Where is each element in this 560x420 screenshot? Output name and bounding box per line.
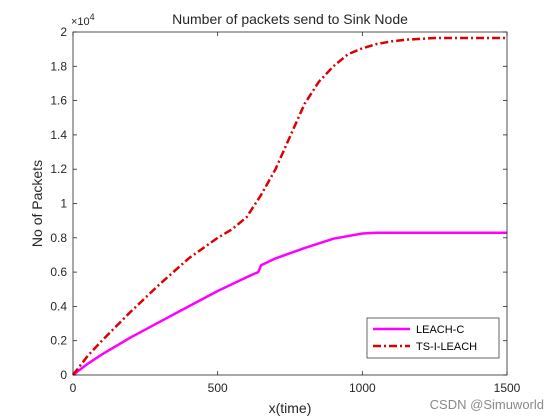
watermark: CSDN @Simuworld [429,397,544,412]
legend: LEACH-C TS-I-LEACH [366,317,500,359]
y-tick-label: 1.8 [50,59,67,73]
y-tick-label: 1 [60,197,67,211]
x-tick-label: 500 [208,381,228,395]
legend-box [366,317,500,359]
y-tick-label: 1.2 [50,162,67,176]
y-exponent: ×104 [71,12,95,28]
y-tick-label: 0.4 [50,299,67,313]
series-layer [72,36,507,376]
y-tick-label: 1.4 [50,128,67,142]
y-tick-label: 0 [60,368,67,382]
x-axis-label: x(time) [269,400,312,416]
y-axis-label: No of Packets [29,160,45,247]
y-tick-label: 0.8 [50,231,67,245]
y-tick-label: 1.6 [50,94,67,108]
y-tick-label: 2 [60,25,67,39]
legend-label-ts-i-leach: TS-I-LEACH [416,341,477,353]
x-tick-label: 0 [70,381,77,395]
x-tick-label: 1500 [494,381,521,395]
y-tick-label: 0.2 [50,334,67,348]
y-exponent-base: ×10 [71,16,90,28]
ticks-layer: 0 500 1000 1500 0 0.2 0.4 0.6 0.8 1 1.2 1.4 1.6 1.8 2 [50,25,520,395]
series-line-leach-c [72,231,507,376]
x-tick-label: 1000 [349,381,376,395]
series-line-ts-i-leach [72,36,507,376]
chart-title: Number of packets send to Sink Node [172,11,408,27]
y-exponent-power: 4 [90,12,95,22]
y-tick-label: 0.6 [50,265,67,279]
legend-label-leach-c: LEACH-C [416,324,464,336]
